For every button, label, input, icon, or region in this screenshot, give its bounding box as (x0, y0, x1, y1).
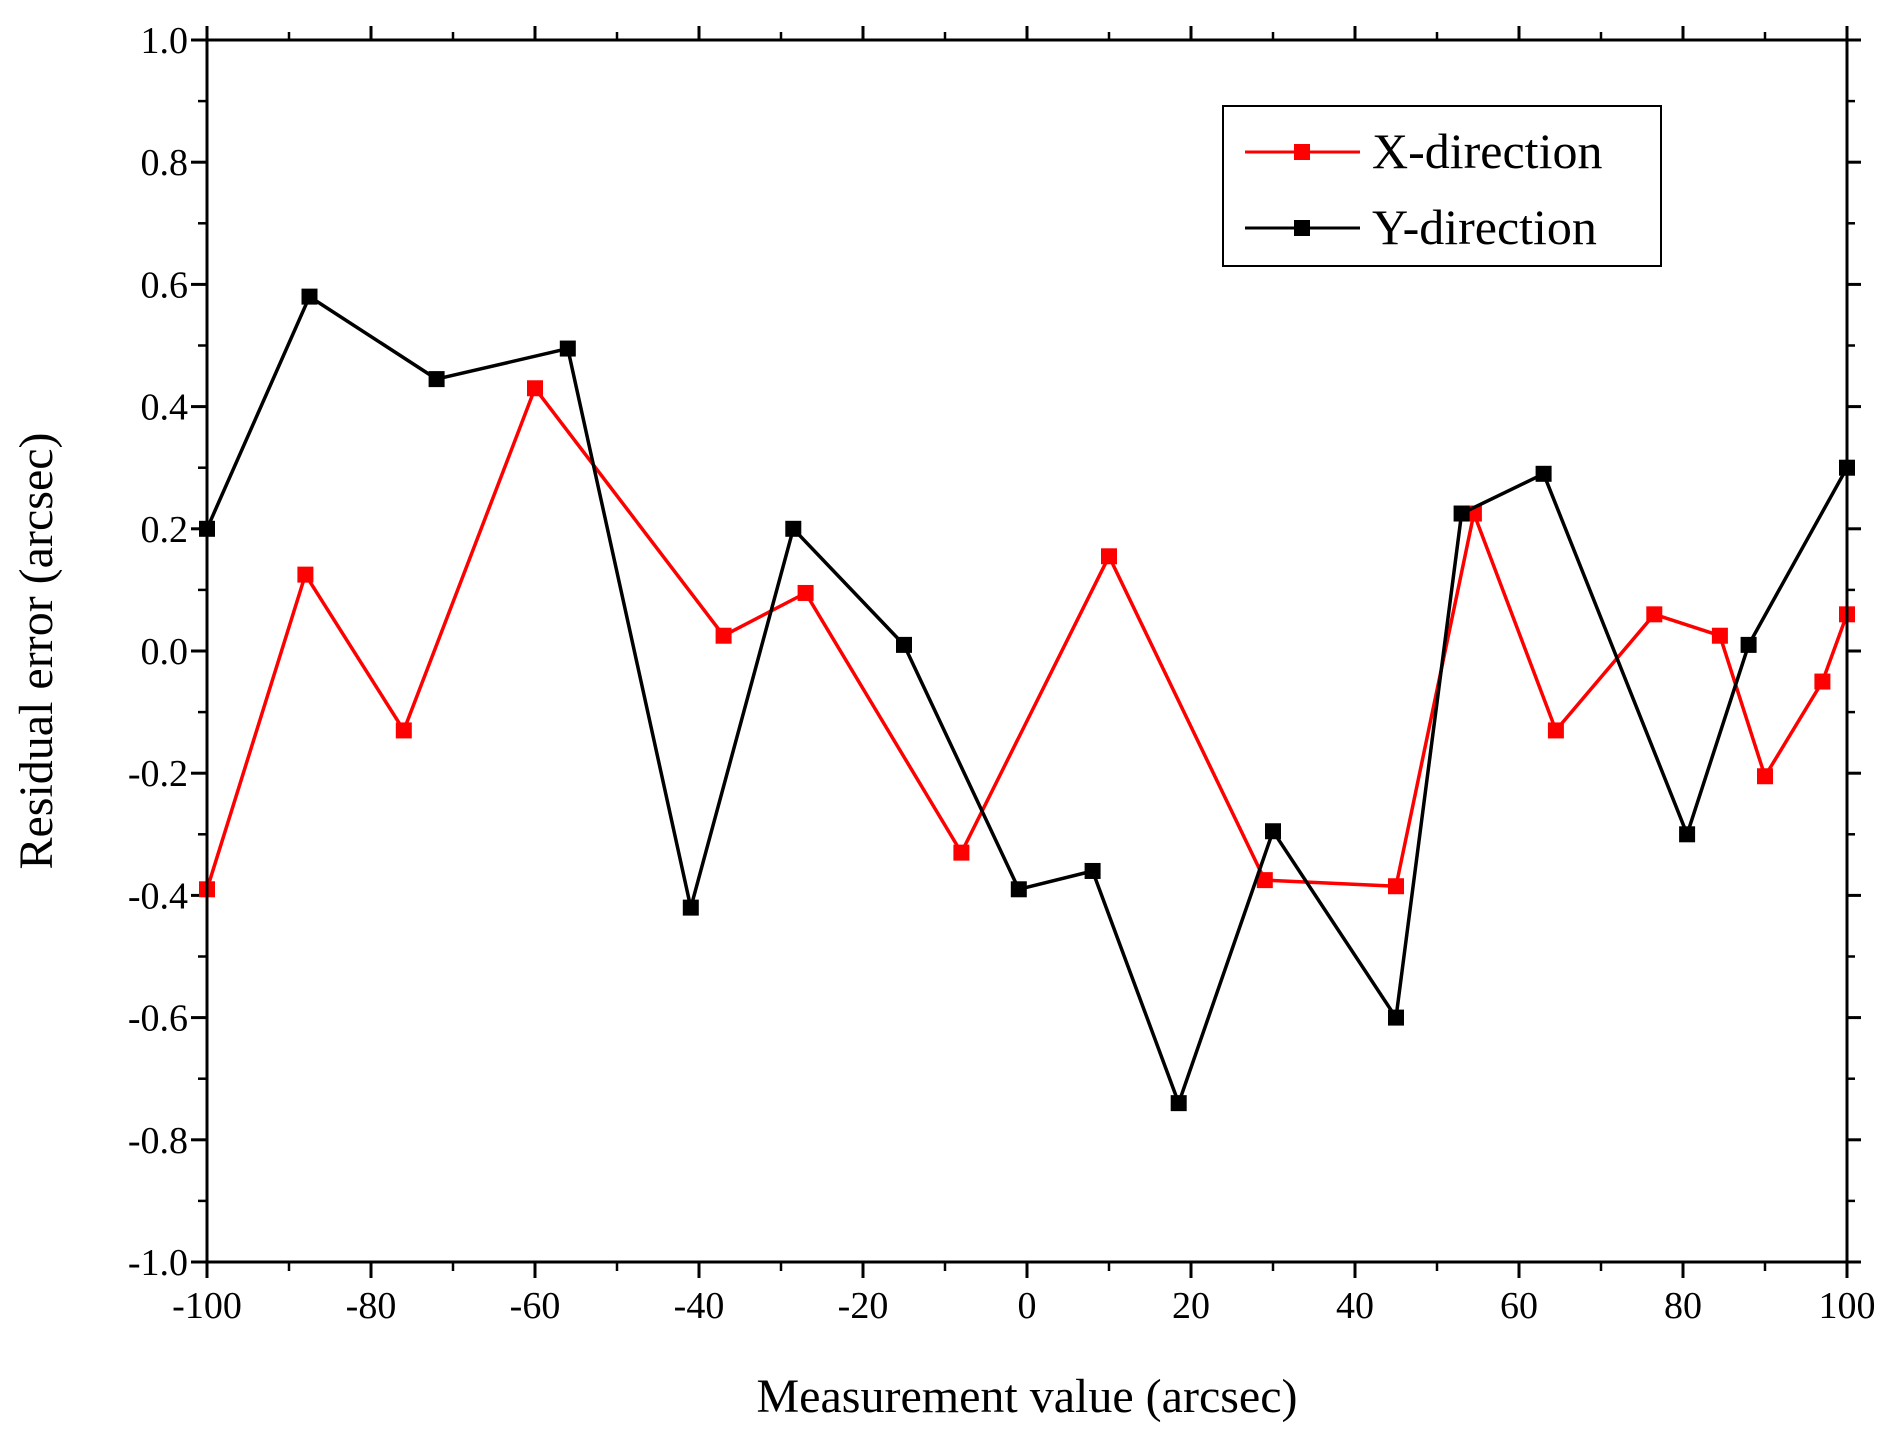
y-tick-label: 0.0 (141, 631, 189, 673)
y-tick-label: 0.4 (141, 387, 189, 429)
data-point-y-direction (1453, 505, 1470, 522)
data-point-y-direction (559, 340, 576, 357)
legend-label-x-direction: X-direction (1372, 123, 1602, 179)
x-tick-label: 40 (1336, 1285, 1374, 1327)
data-point-x-direction (1101, 548, 1117, 565)
y-tick-label: -0.8 (128, 1120, 188, 1162)
y-tick-label: 0.6 (141, 264, 189, 306)
x-tick-label: 80 (1664, 1285, 1702, 1327)
y-tick-label: -1.0 (128, 1242, 188, 1284)
data-point-y-direction (1679, 826, 1696, 843)
data-point-x-direction (395, 722, 412, 739)
x-tick-label: -60 (510, 1285, 561, 1327)
legend-marker-y-direction (1294, 220, 1310, 236)
data-point-x-direction (1711, 627, 1728, 644)
tick-labels: -100 -80 -60 -40 -20 0 20 40 60 80 100 -1.0 -0.8 -0.6… (128, 20, 1876, 1327)
y-tick-label: 0.2 (141, 509, 189, 551)
legend-marker-x-direction (1294, 144, 1310, 160)
x-axis-title: Measurement value (arcsec) (756, 1370, 1297, 1423)
data-point-x-direction (1646, 606, 1663, 623)
data-point-x-direction (1814, 673, 1831, 690)
legend-box (1222, 105, 1662, 267)
data-point-y-direction (301, 288, 318, 305)
data-point-x-direction (527, 380, 543, 397)
data-point-y-direction (896, 636, 912, 653)
y-tick-label: 0.8 (141, 142, 189, 184)
data-point-y-direction (1170, 1095, 1187, 1112)
legend-label-y-direction: Y-direction (1372, 199, 1597, 255)
x-tick-label: 100 (1819, 1285, 1876, 1327)
y-axis-title: Residual error (arcsec) (10, 432, 63, 869)
x-tick-label: -80 (346, 1285, 397, 1327)
y-tick-label: -0.2 (128, 753, 188, 795)
legend: X-direction Y-direction (1222, 105, 1662, 267)
data-point-y-direction (428, 371, 445, 388)
data-point-y-direction (1084, 862, 1101, 879)
x-tick-label: 60 (1500, 1285, 1538, 1327)
data-point-x-direction (1757, 768, 1773, 785)
y-tick-label: -0.6 (128, 998, 188, 1040)
data-point-y-direction (1535, 465, 1552, 482)
data-point-x-direction (1547, 722, 1564, 739)
x-tick-label: -20 (838, 1285, 889, 1327)
x-tick-label: 20 (1172, 1285, 1210, 1327)
data-point-x-direction (797, 584, 814, 601)
data-point-x-direction (297, 566, 314, 583)
data-point-x-direction (1388, 878, 1404, 895)
data-point-y-direction (785, 520, 802, 537)
y-tick-label: 1.0 (141, 20, 189, 62)
data-point-x-direction (715, 627, 732, 644)
data-point-y-direction (1388, 1009, 1404, 1026)
series-group (199, 288, 1855, 1112)
plot-frame (205, 38, 1849, 1264)
data-point-y-direction (1010, 881, 1027, 898)
x-tick-label: -100 (172, 1285, 242, 1327)
data-point-x-direction (1256, 872, 1273, 889)
y-tick-label: -0.4 (128, 875, 188, 917)
data-point-y-direction (1265, 823, 1281, 840)
data-point-y-direction (1740, 636, 1757, 653)
x-tick-label: -40 (674, 1285, 725, 1327)
x-tick-label: 0 (1018, 1285, 1037, 1327)
data-point-y-direction (682, 899, 699, 916)
data-point-x-direction (953, 844, 970, 861)
